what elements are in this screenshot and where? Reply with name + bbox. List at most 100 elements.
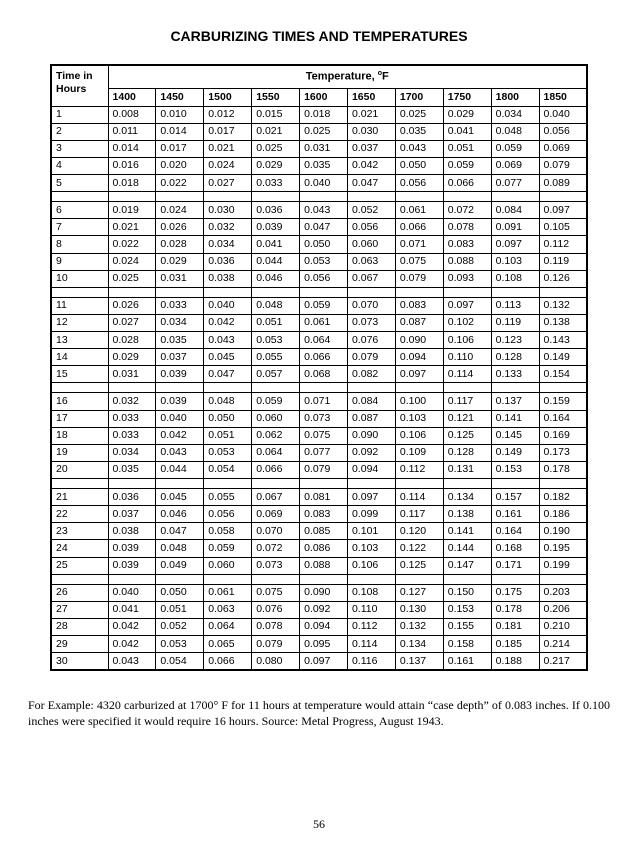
hour-cell: 7	[51, 219, 108, 236]
value-cell: 0.048	[491, 123, 539, 140]
value-cell: 0.028	[156, 236, 204, 253]
value-cell: 0.041	[443, 123, 491, 140]
value-cell: 0.038	[108, 523, 156, 540]
value-cell: 0.126	[539, 270, 587, 287]
value-cell: 0.105	[539, 219, 587, 236]
value-cell: 0.138	[443, 506, 491, 523]
table-row: 280.0420.0520.0640.0780.0940.1120.1320.1…	[51, 618, 587, 635]
table-row: 90.0240.0290.0360.0440.0530.0630.0750.08…	[51, 253, 587, 270]
value-cell: 0.073	[347, 314, 395, 331]
value-cell: 0.088	[300, 557, 348, 574]
value-cell: 0.066	[443, 175, 491, 192]
value-cell: 0.054	[156, 653, 204, 671]
value-cell: 0.028	[108, 332, 156, 349]
value-cell: 0.018	[300, 106, 348, 123]
value-cell: 0.097	[347, 489, 395, 506]
table-row: 10.0080.0100.0120.0150.0180.0210.0250.02…	[51, 106, 587, 123]
value-cell: 0.090	[347, 427, 395, 444]
value-cell: 0.041	[108, 601, 156, 618]
value-cell: 0.055	[204, 489, 252, 506]
value-cell: 0.128	[491, 349, 539, 366]
value-cell: 0.047	[156, 523, 204, 540]
hour-cell: 24	[51, 540, 108, 557]
value-cell: 0.073	[252, 557, 300, 574]
value-cell: 0.081	[300, 489, 348, 506]
value-cell: 0.061	[395, 202, 443, 219]
value-cell: 0.125	[443, 427, 491, 444]
value-cell: 0.043	[204, 332, 252, 349]
value-cell: 0.017	[204, 123, 252, 140]
hour-cell: 4	[51, 157, 108, 174]
value-cell: 0.161	[443, 653, 491, 671]
value-cell: 0.181	[491, 618, 539, 635]
value-cell: 0.127	[395, 584, 443, 601]
value-cell: 0.045	[204, 349, 252, 366]
hour-cell: 29	[51, 636, 108, 653]
value-cell: 0.132	[395, 618, 443, 635]
value-cell: 0.195	[539, 540, 587, 557]
value-cell: 0.079	[395, 270, 443, 287]
table-row: 100.0250.0310.0380.0460.0560.0670.0790.0…	[51, 270, 587, 287]
value-cell: 0.149	[539, 349, 587, 366]
value-cell: 0.095	[300, 636, 348, 653]
value-cell: 0.108	[347, 584, 395, 601]
value-cell: 0.186	[539, 506, 587, 523]
value-cell: 0.059	[300, 297, 348, 314]
value-cell: 0.085	[300, 523, 348, 540]
value-cell: 0.048	[156, 540, 204, 557]
value-cell: 0.041	[252, 236, 300, 253]
value-cell: 0.027	[108, 314, 156, 331]
table-row: 120.0270.0340.0420.0510.0610.0730.0870.1…	[51, 314, 587, 331]
value-cell: 0.051	[443, 140, 491, 157]
value-cell: 0.056	[347, 219, 395, 236]
spacer-row	[51, 287, 587, 297]
value-cell: 0.020	[156, 157, 204, 174]
value-cell: 0.199	[539, 557, 587, 574]
value-cell: 0.080	[252, 653, 300, 671]
value-cell: 0.092	[300, 601, 348, 618]
table-row: 220.0370.0460.0560.0690.0830.0990.1170.1…	[51, 506, 587, 523]
value-cell: 0.141	[491, 410, 539, 427]
value-cell: 0.083	[395, 297, 443, 314]
value-cell: 0.008	[108, 106, 156, 123]
hour-cell: 15	[51, 366, 108, 383]
value-cell: 0.134	[443, 489, 491, 506]
value-cell: 0.059	[252, 393, 300, 410]
value-cell: 0.089	[539, 175, 587, 192]
value-cell: 0.094	[395, 349, 443, 366]
value-cell: 0.043	[300, 202, 348, 219]
value-cell: 0.042	[108, 636, 156, 653]
value-cell: 0.188	[491, 653, 539, 671]
value-cell: 0.063	[347, 253, 395, 270]
value-cell: 0.051	[252, 314, 300, 331]
spacer-row	[51, 574, 587, 584]
value-cell: 0.034	[108, 444, 156, 461]
value-cell: 0.029	[108, 349, 156, 366]
temp-column-header: 1600	[300, 89, 348, 106]
value-cell: 0.011	[108, 123, 156, 140]
value-cell: 0.046	[156, 506, 204, 523]
value-cell: 0.017	[156, 140, 204, 157]
value-cell: 0.079	[252, 636, 300, 653]
value-cell: 0.083	[443, 236, 491, 253]
value-cell: 0.039	[156, 393, 204, 410]
value-cell: 0.059	[204, 540, 252, 557]
value-cell: 0.047	[204, 366, 252, 383]
hour-cell: 18	[51, 427, 108, 444]
value-cell: 0.157	[491, 489, 539, 506]
value-cell: 0.217	[539, 653, 587, 671]
value-cell: 0.134	[395, 636, 443, 653]
value-cell: 0.101	[347, 523, 395, 540]
value-cell: 0.030	[347, 123, 395, 140]
value-cell: 0.169	[539, 427, 587, 444]
value-cell: 0.056	[300, 270, 348, 287]
value-cell: 0.053	[204, 444, 252, 461]
value-cell: 0.033	[108, 427, 156, 444]
value-cell: 0.040	[108, 584, 156, 601]
value-cell: 0.065	[204, 636, 252, 653]
value-cell: 0.178	[539, 461, 587, 478]
value-cell: 0.055	[252, 349, 300, 366]
value-cell: 0.029	[443, 106, 491, 123]
value-cell: 0.106	[347, 557, 395, 574]
spacer-row	[51, 479, 587, 489]
